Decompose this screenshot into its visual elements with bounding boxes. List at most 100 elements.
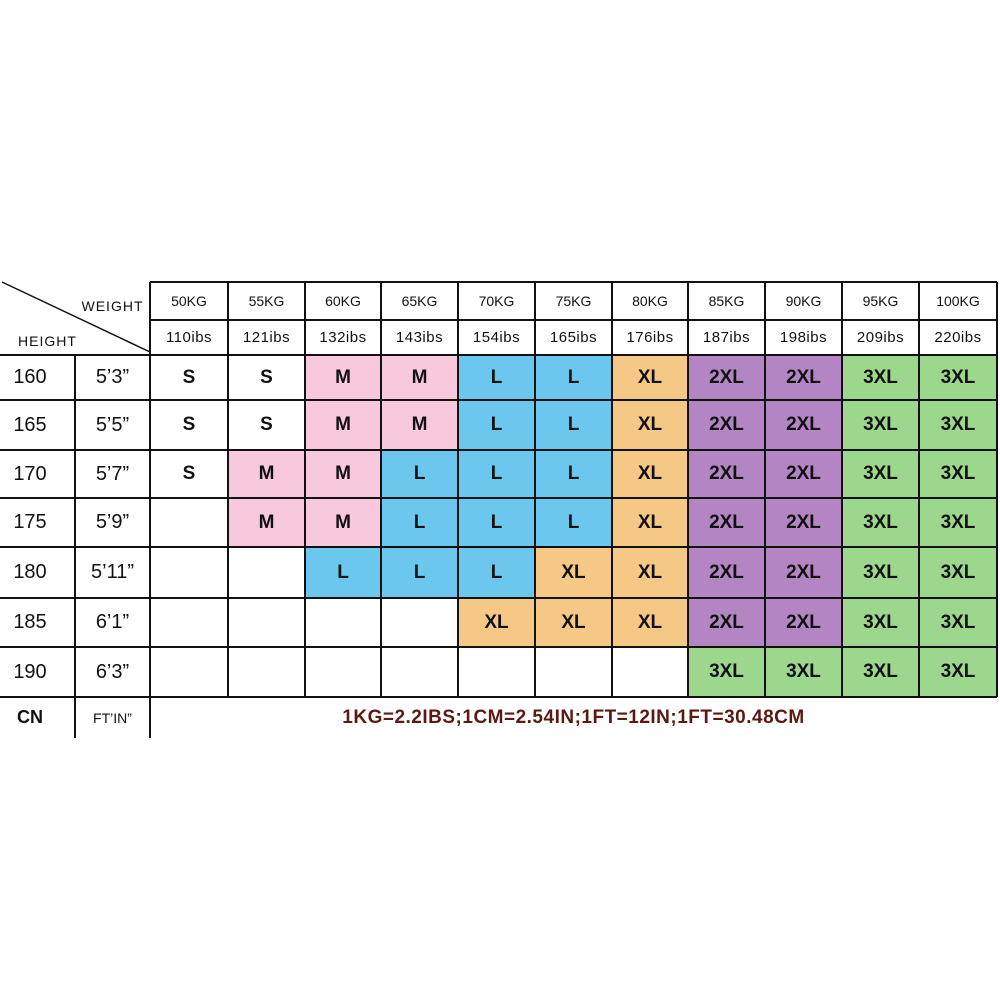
grid-line	[0, 546, 997, 548]
weight-kg: 90KG	[785, 293, 822, 309]
size-cell	[150, 547, 228, 598]
size-cell: M	[305, 498, 381, 547]
size-cell	[228, 647, 305, 697]
height-cm: 160	[13, 366, 47, 388]
size-cell: L	[458, 355, 535, 400]
height-cm: 185	[13, 611, 47, 633]
size-cell: 3XL	[842, 647, 919, 697]
size-cell: M	[305, 450, 381, 498]
size-cell	[228, 547, 305, 598]
grid-line	[150, 281, 997, 283]
height-ft: 5’11”	[91, 561, 134, 583]
height-ft: 5’7”	[95, 462, 130, 485]
size-cell: 2XL	[688, 547, 765, 598]
weight-kg: 95KG	[862, 293, 899, 309]
size-cell	[305, 598, 381, 647]
size-cell: 2XL	[765, 450, 842, 498]
grid-line	[0, 597, 997, 599]
weight-lbs: 110ibs	[165, 329, 213, 346]
footer-cm: CN	[17, 707, 43, 727]
weight-kg: 100KG	[936, 293, 980, 309]
grid-line	[0, 497, 997, 499]
grid-line	[0, 354, 997, 356]
height-cm: 175	[13, 511, 47, 533]
size-cell: M	[381, 355, 458, 400]
grid-line	[150, 319, 997, 321]
size-cell: XL	[612, 547, 688, 598]
size-cell: S	[228, 400, 305, 450]
size-cell: XL	[535, 598, 612, 647]
grid-line	[74, 355, 76, 738]
size-cell: 2XL	[688, 598, 765, 647]
height-label: HEIGHT	[18, 332, 77, 349]
size-cell: 3XL	[842, 547, 919, 598]
grid-line	[380, 282, 382, 697]
size-cell	[150, 647, 228, 697]
size-cell: M	[305, 400, 381, 450]
size-cell: S	[228, 355, 305, 400]
weight-lbs: 154ibs	[472, 329, 521, 346]
size-cell: 2XL	[765, 400, 842, 450]
weight-lbs: 132ibs	[319, 329, 367, 346]
size-cell: S	[150, 355, 228, 400]
weight-kg: 75KG	[555, 293, 592, 309]
size-cell: 3XL	[842, 598, 919, 647]
weight-label: WEIGHT	[81, 298, 144, 314]
size-cell: M	[228, 450, 305, 498]
size-cell: 3XL	[919, 400, 997, 450]
height-cm: 190	[13, 660, 47, 683]
size-cell: XL	[612, 400, 688, 450]
grid-line	[841, 282, 843, 697]
size-cell: 3XL	[688, 647, 765, 697]
size-cell: 2XL	[765, 355, 842, 400]
size-cell: 3XL	[919, 647, 997, 697]
size-cell: L	[458, 400, 535, 450]
size-cell: L	[381, 450, 458, 498]
size-cell: XL	[535, 547, 612, 598]
size-cell	[150, 498, 228, 547]
weight-kg: 55KG	[248, 293, 285, 309]
size-cell: 3XL	[919, 498, 997, 547]
weight-lbs: 209ibs	[856, 329, 905, 346]
grid-line	[0, 449, 997, 451]
size-cell: 2XL	[688, 400, 765, 450]
size-cell: S	[150, 450, 228, 498]
size-cell	[535, 647, 612, 697]
weight-kg: 60KG	[325, 293, 361, 309]
size-cell: 2XL	[765, 498, 842, 547]
height-ft: 6’3”	[95, 660, 130, 683]
size-cell: 3XL	[919, 450, 997, 498]
size-cell: L	[458, 498, 535, 547]
size-cell: M	[228, 498, 305, 547]
grid-line	[304, 282, 306, 697]
size-cell: 3XL	[919, 598, 997, 647]
grid-line	[149, 282, 151, 738]
weight-lbs: 198ibs	[779, 329, 828, 346]
size-cell: L	[535, 400, 612, 450]
height-cm: 165	[13, 413, 47, 436]
grid-line	[534, 282, 536, 697]
weight-lbs: 176ibs	[626, 329, 674, 346]
size-cell: XL	[612, 498, 688, 547]
size-cell: 3XL	[842, 355, 919, 400]
height-cm: 180	[13, 561, 47, 583]
size-cell: 3XL	[919, 547, 997, 598]
height-ft: 5’5”	[95, 413, 130, 436]
size-cell: L	[458, 450, 535, 498]
size-cell: 2XL	[688, 498, 765, 547]
grid-line	[611, 282, 613, 697]
size-cell: L	[535, 355, 612, 400]
size-cell: XL	[458, 598, 535, 647]
grid-line	[0, 399, 997, 401]
size-cell: 2XL	[688, 355, 765, 400]
footer-note: 1KG=2.2IBS;1CM=2.54IN;1FT=12IN;1FT=30.48…	[342, 706, 805, 728]
grid-line	[764, 282, 766, 697]
weight-lbs: 121ibs	[242, 329, 291, 346]
size-cell: L	[381, 547, 458, 598]
grid-line	[996, 282, 998, 697]
size-cell	[458, 647, 535, 697]
size-cell	[305, 647, 381, 697]
grid-line	[687, 282, 689, 697]
size-cell: 3XL	[842, 450, 919, 498]
